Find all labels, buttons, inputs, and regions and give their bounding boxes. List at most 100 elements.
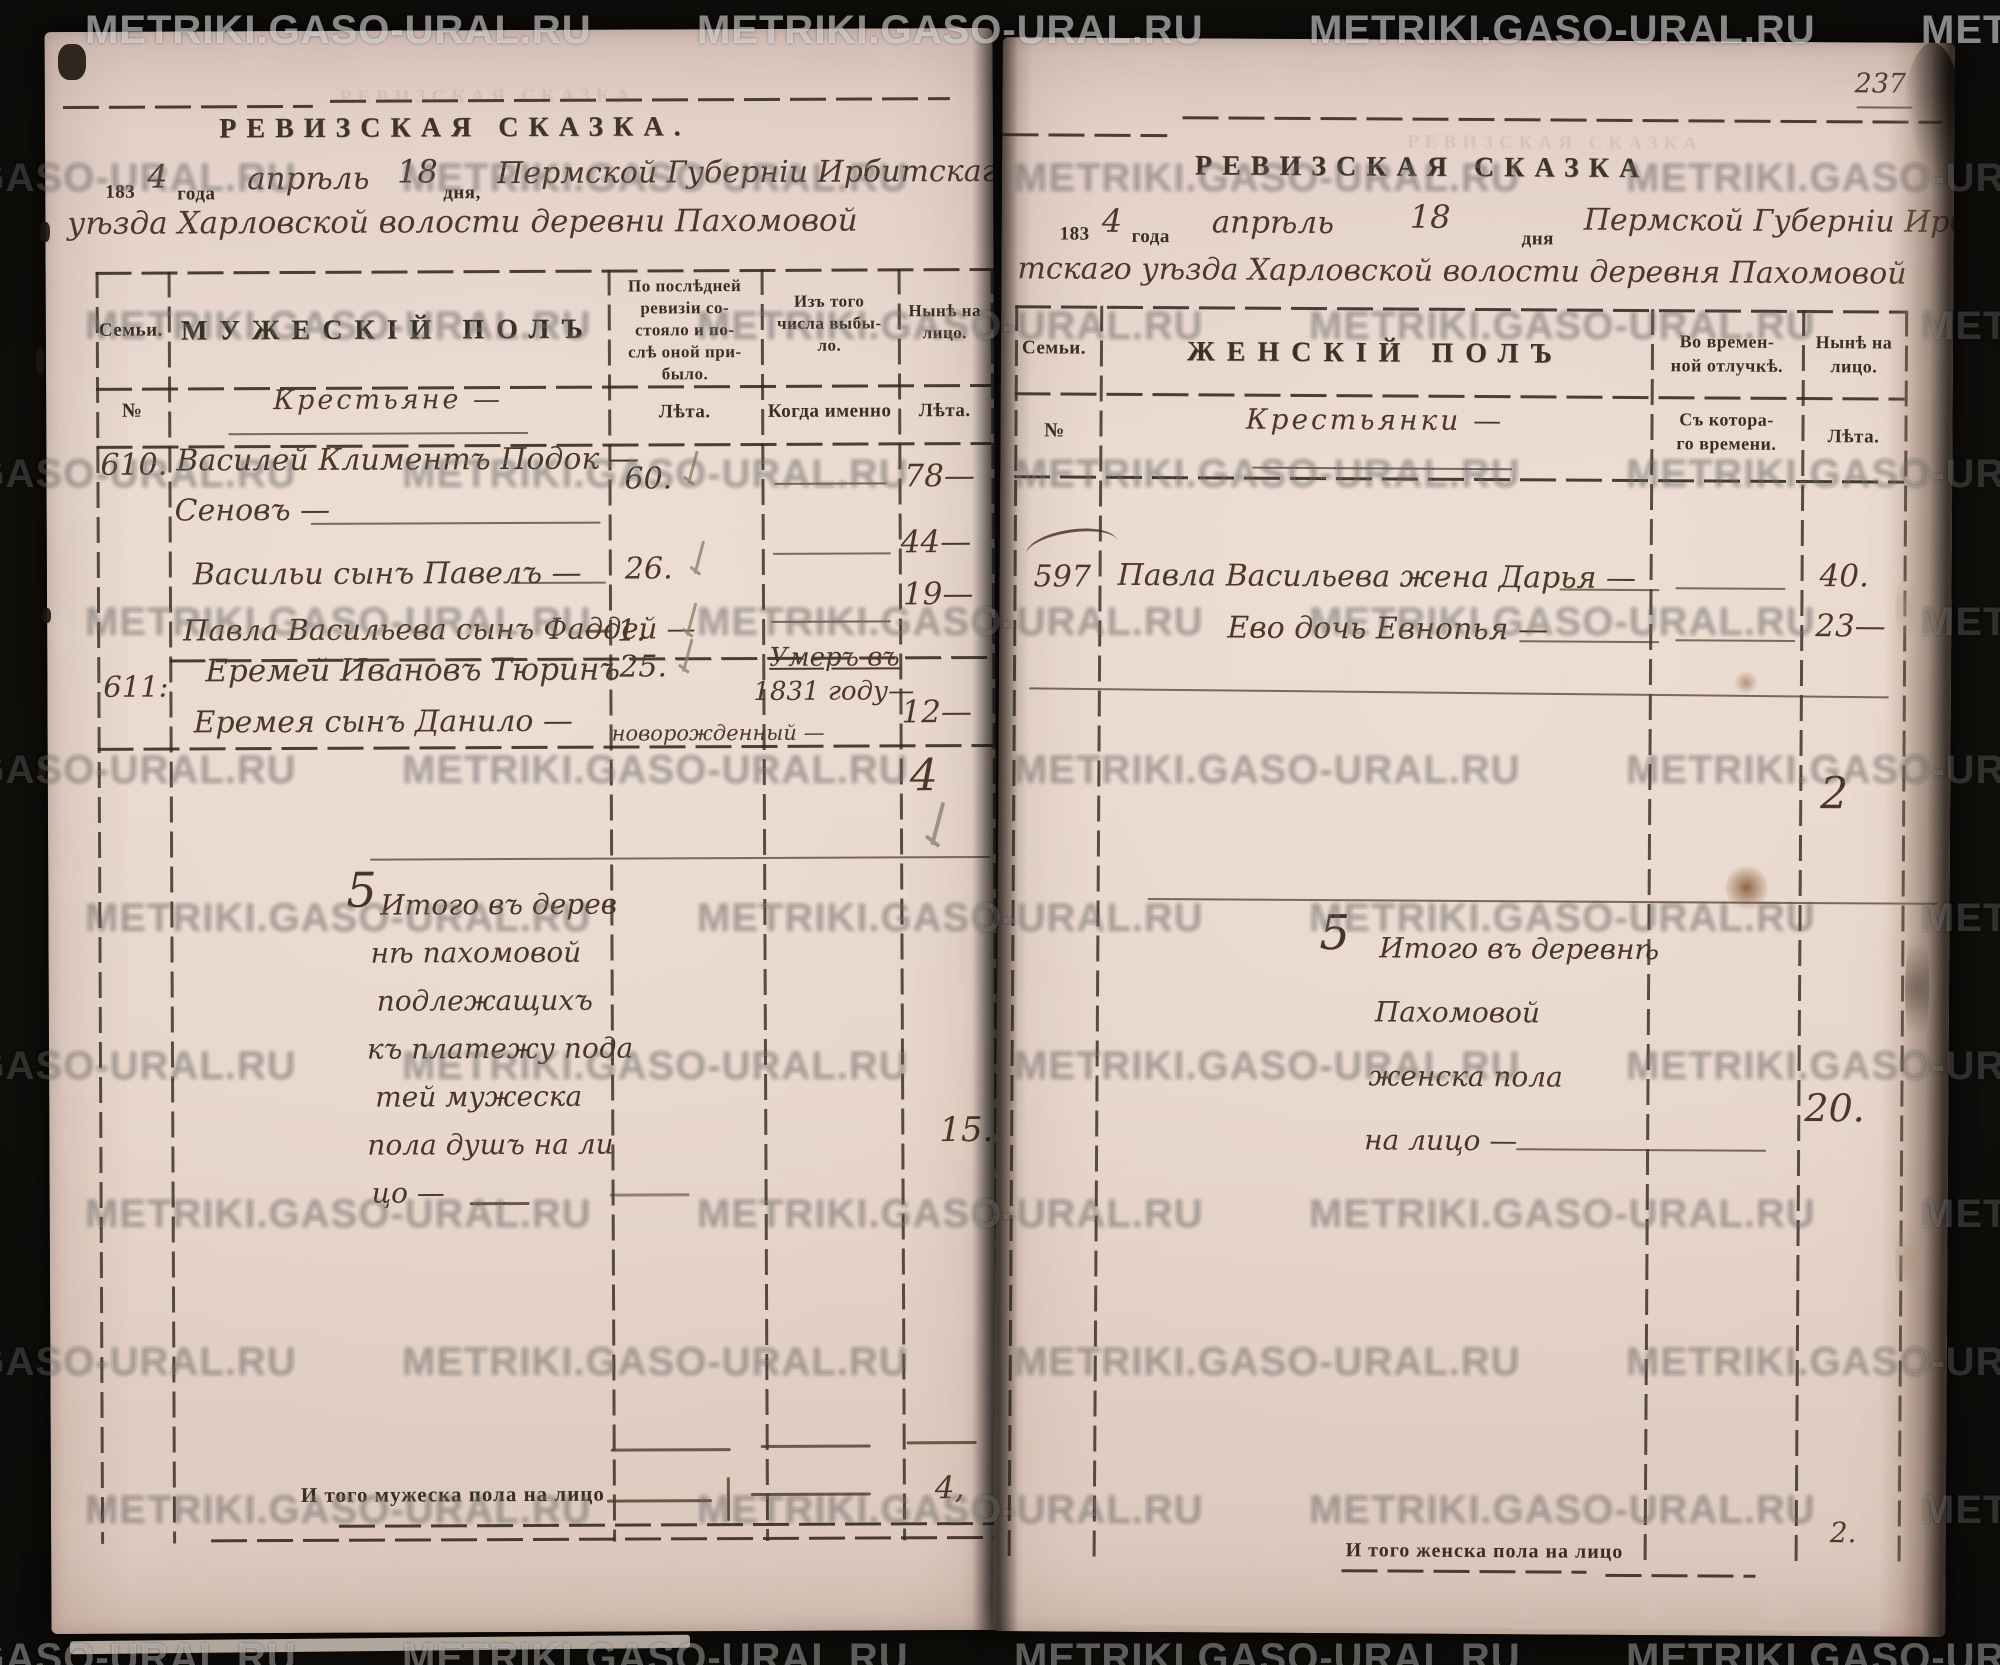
pen-dash bbox=[469, 1201, 530, 1206]
pen-dash bbox=[310, 521, 601, 525]
entry-age-now: 12— bbox=[901, 694, 973, 731]
pen-dash bbox=[750, 1492, 871, 1497]
summary-line: пола душъ на ли bbox=[367, 1127, 614, 1162]
date-year-printed: 183 bbox=[1059, 223, 1090, 245]
pen-dash bbox=[1516, 1148, 1767, 1152]
right-page: РЕВИЗСКАЯ СКАЗКА 237 РЕВИЗСКАЯ СКАЗКА 18… bbox=[993, 37, 1955, 1637]
table-hline bbox=[1015, 305, 1906, 314]
entry-name: Василей Климентъ Подок — bbox=[176, 441, 639, 479]
page-title: РЕВИЗСКАЯ СКАЗКА. bbox=[219, 111, 691, 145]
table-hline bbox=[339, 1521, 997, 1528]
summary-rule bbox=[1147, 898, 1938, 905]
tally-now: 2 bbox=[1820, 768, 1849, 820]
summary-line: Пахомовой bbox=[1374, 995, 1541, 1030]
pencil-check bbox=[677, 637, 703, 677]
pen-dash bbox=[772, 552, 891, 555]
tally-now: 4 bbox=[909, 750, 938, 802]
col-header-gender: ЖЕНСКІЙ ПОЛЪ bbox=[1186, 336, 1564, 370]
date-year-handwritten: 4 bbox=[1101, 201, 1123, 240]
subheader-years-prev: Лѣта. bbox=[658, 401, 711, 423]
summary-line: къ платежу пода bbox=[366, 1031, 634, 1066]
summary-line: цо — bbox=[371, 1176, 445, 1210]
entry-name-cont: Сеновъ — bbox=[174, 492, 331, 529]
summary-line: нѣ пахомовой bbox=[370, 935, 582, 970]
pen-dash bbox=[771, 620, 892, 623]
rule bbox=[1182, 116, 1943, 124]
entry-family-no: 597 bbox=[1033, 559, 1091, 595]
table-hline bbox=[1605, 1573, 1756, 1578]
entry-age-now: 44— bbox=[900, 524, 972, 561]
date-day: 18 bbox=[1409, 197, 1451, 236]
date-place-line1: Пермской Губерніи Ирбитскаго bbox=[497, 153, 1000, 192]
entry-age-now: 40. bbox=[1819, 558, 1870, 595]
stain bbox=[1725, 863, 1768, 912]
gutter-shadow bbox=[972, 24, 1018, 1638]
summary-flourish: 5 bbox=[1319, 905, 1351, 962]
date-day-suffix: дня, bbox=[443, 182, 481, 204]
pencil-check bbox=[681, 601, 707, 641]
watermark-text: METRIKI.GASO-URAL.RU bbox=[1626, 1636, 2000, 1665]
pen-dash bbox=[606, 1499, 712, 1503]
table-hline bbox=[1014, 392, 1905, 401]
pen-dash bbox=[726, 1477, 731, 1522]
entry-family-no: 610. bbox=[100, 447, 168, 483]
pen-dash bbox=[1675, 587, 1786, 590]
table-vline bbox=[167, 271, 177, 1544]
subheader-away-since: Съ котора- го времени. bbox=[1676, 409, 1777, 455]
stain bbox=[1734, 669, 1758, 696]
date-day-suffix: дня bbox=[1521, 228, 1555, 250]
date-year-suffix: года bbox=[177, 183, 216, 205]
col-header-departed: Изъ того числа выбы- ло. bbox=[776, 291, 882, 355]
pen-dash bbox=[585, 629, 612, 633]
pen-dash bbox=[906, 1441, 977, 1445]
page-title: РЕВИЗСКАЯ СКАЗКА bbox=[1194, 150, 1650, 185]
row-rule bbox=[1028, 687, 1889, 699]
entry-age-now: 19— bbox=[902, 576, 974, 613]
left-page: РЕВИЗСКАЯ СКАЗКА. РЕВИЗСКАЯ СКАЗКА. 183 … bbox=[44, 27, 1000, 1635]
date-year-handwritten: 4 bbox=[147, 157, 168, 196]
col-header-prev-revision: По послѣдней ревизіи со- стояло и по- сл… bbox=[627, 276, 742, 384]
footer-total: 2. bbox=[1829, 1516, 1857, 1550]
summary-line: Итого въ дерев bbox=[380, 887, 618, 922]
pen-dash bbox=[1675, 639, 1796, 642]
entry-name: Ево дочь Евнопья — bbox=[1227, 610, 1549, 648]
col-header-family: Семьи. bbox=[98, 319, 163, 341]
subheader-class: Крестьянки — bbox=[1245, 402, 1505, 438]
footer-total-label: И того мужеска пола на лицо bbox=[300, 1481, 605, 1507]
entry-name: Еремея сынъ Данило — bbox=[193, 703, 574, 741]
subheader-class: Крестьяне — bbox=[273, 384, 504, 417]
table-hline bbox=[1341, 1569, 1587, 1574]
summary-line: на лицо — bbox=[1364, 1123, 1518, 1158]
entry-age-prev: 25. bbox=[619, 649, 668, 685]
bleed-through-text: РЕВИЗСКАЯ СКАЗКА. bbox=[339, 85, 647, 108]
table-vline bbox=[1794, 309, 1806, 1562]
pen-dash bbox=[510, 581, 606, 585]
col-header-away: Во времен- ной отлучкѣ. bbox=[1670, 331, 1784, 377]
underline bbox=[1252, 466, 1513, 471]
table-hline bbox=[1014, 475, 1905, 484]
ink-speck bbox=[58, 44, 86, 80]
date-year-printed: 183 bbox=[105, 181, 136, 203]
table-vline bbox=[1092, 305, 1104, 1558]
ink-speck bbox=[40, 222, 50, 242]
pen-dash bbox=[774, 482, 887, 485]
watermark-text: METRIKI.GASO-URAL.RU bbox=[1014, 1636, 1521, 1665]
ink-speck bbox=[42, 608, 51, 623]
date-year-suffix: года bbox=[1131, 225, 1170, 248]
entry-name: Павла Васильева жена Дарья — bbox=[1117, 557, 1637, 596]
summary-line: Итого въ деревнѣ bbox=[1379, 931, 1660, 967]
col-header-gender: МУЖЕСКІЙ ПОЛЪ bbox=[180, 313, 595, 347]
pencil-check bbox=[924, 800, 958, 852]
summary-total: 20. bbox=[1804, 1086, 1865, 1131]
summary-line: тей мужеска bbox=[375, 1079, 583, 1114]
summary-line: женска пола bbox=[1368, 1059, 1563, 1094]
table-hline bbox=[211, 1535, 997, 1543]
entry-age-prev: 26. bbox=[624, 551, 673, 587]
entry-departed-when-cont: 1831 году— bbox=[753, 676, 915, 707]
entry-age-now: 23— bbox=[1815, 608, 1886, 645]
entry-age-prev: 60. bbox=[624, 461, 673, 497]
footer-total: 4, bbox=[934, 1470, 965, 1507]
entry-name: Еремей Ивановъ Тюринъ bbox=[205, 651, 621, 690]
table-vline bbox=[760, 268, 770, 1541]
table-hline bbox=[97, 743, 993, 751]
